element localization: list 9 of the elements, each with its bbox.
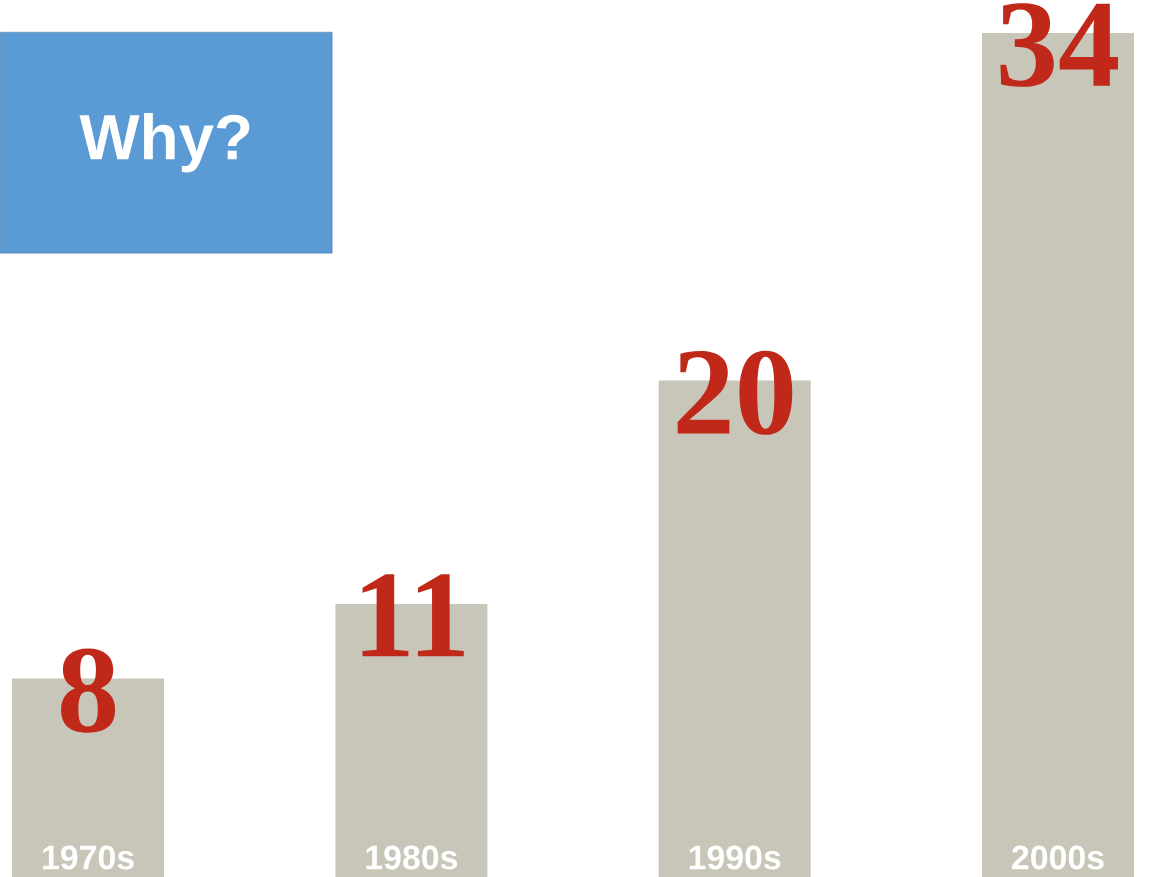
- annotation: Why?: [79, 112, 250, 173]
- data-label: 8: [61, 648, 116, 733]
- data-label: 34: [1000, 3, 1118, 87]
- data-label: 11: [362, 574, 464, 657]
- x-tick-label: 1980s: [366, 845, 458, 870]
- x-tick-label: 2000s: [1012, 845, 1104, 870]
- x-tick-label: 1970s: [43, 845, 134, 870]
- x-tick-label: 1990s: [689, 845, 781, 870]
- data-label: 20: [677, 350, 793, 435]
